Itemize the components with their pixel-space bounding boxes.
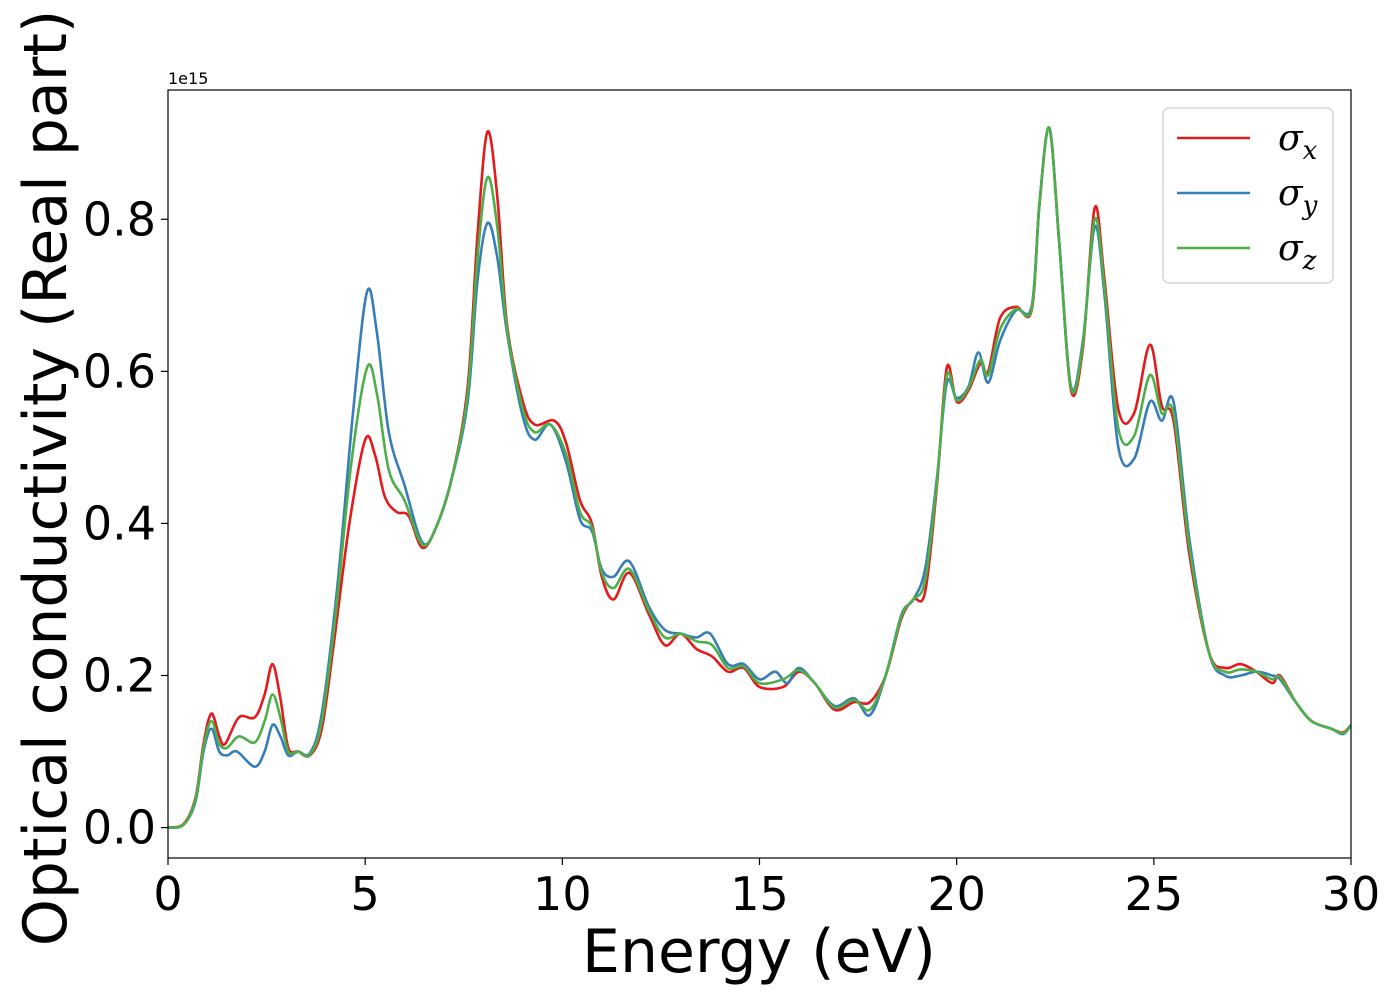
x-tick-label: 0 [153,867,182,921]
offset-label: 1e15 [168,69,208,88]
y-tick-label: 0.0 [83,801,156,855]
x-tick-label: 15 [730,867,789,921]
legend-label-z: σz [1278,228,1317,276]
y-tick-label: 0.6 [83,344,156,398]
x-tick-label: 25 [1125,867,1184,921]
y-tick-label: 0.4 [83,496,156,550]
x-axis-label: Energy (eV) [582,917,936,987]
x-tick-label: 5 [351,867,380,921]
x-axis: 0 5 10 15 20 25 30 [153,858,1380,921]
legend-label-y: σy [1278,173,1318,221]
y-tick-label: 0.8 [83,192,156,246]
legend-box [1162,107,1334,284]
series-line-x [168,126,1351,829]
series-lines [168,126,1351,829]
y-axis-label: Optical conductivity (Real part) [11,10,81,947]
y-axis: 0.0 0.2 0.4 0.6 0.8 [83,192,168,855]
x-tick-label: 20 [927,867,986,921]
series-line-z [168,126,1351,829]
legend: σx σy σz [1162,107,1334,284]
y-tick-label: 0.2 [83,649,156,703]
x-tick-label: 30 [1322,867,1381,921]
x-tick-label: 10 [533,867,592,921]
legend-label-x: σx [1278,118,1318,166]
